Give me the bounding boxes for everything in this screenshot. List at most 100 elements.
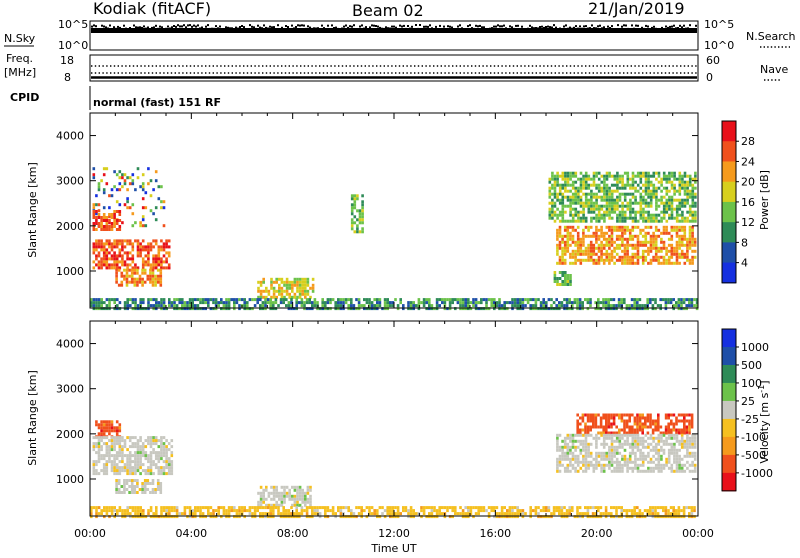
range-cell (682, 301, 686, 305)
range-cell (165, 509, 168, 513)
range-cell (269, 304, 272, 308)
range-cell (582, 219, 585, 223)
range-cell (160, 436, 163, 440)
range-cell (602, 301, 605, 305)
range-cell (582, 237, 585, 241)
xtick-label: 00:00 (74, 527, 106, 540)
range-cell (149, 472, 153, 476)
range-cell (121, 173, 124, 177)
range-cell (686, 249, 689, 253)
range-cell (675, 228, 679, 232)
range-cell (574, 207, 578, 211)
range-cell (305, 307, 309, 311)
range-cell (608, 246, 611, 250)
range-cell (123, 463, 127, 467)
range-cell (677, 419, 681, 423)
range-cell (261, 307, 265, 311)
range-cell (141, 266, 145, 270)
range-cell (243, 506, 246, 510)
range-cell (162, 466, 166, 470)
range-cell (613, 255, 616, 259)
range-cell (547, 509, 551, 513)
range-cell (670, 210, 674, 214)
range-cell (647, 261, 650, 265)
range-cell (683, 463, 687, 467)
range-cell (521, 512, 525, 516)
range-cell (100, 263, 103, 267)
range-cell (686, 451, 689, 455)
range-cell (316, 509, 319, 513)
range-cell (597, 413, 600, 417)
range-cell (654, 228, 658, 232)
range-cell (582, 252, 585, 256)
range-cell (298, 301, 301, 305)
range-cell (227, 506, 231, 510)
range-cell (92, 307, 96, 311)
range-cell (595, 201, 598, 205)
range-cell (633, 431, 637, 435)
range-cell (589, 225, 593, 229)
range-cell (113, 457, 116, 461)
range-cell (564, 204, 567, 208)
range-cell (652, 448, 655, 452)
range-cell (660, 469, 663, 473)
range-cell (183, 509, 187, 513)
range-cell (685, 506, 688, 510)
range-cell (144, 260, 148, 264)
range-cell (561, 457, 564, 461)
range-cell (564, 283, 567, 286)
range-cell (602, 428, 605, 432)
range-cell (126, 239, 129, 243)
range-cell (618, 177, 622, 181)
range-cell (587, 234, 590, 238)
range-cell (589, 451, 593, 455)
range-cell (154, 457, 158, 461)
range-cell (563, 451, 567, 455)
range-cell (121, 515, 124, 519)
range-cell (566, 433, 570, 437)
range-cell (680, 298, 683, 302)
range-cell (592, 171, 596, 175)
range-cell (165, 451, 168, 455)
range-cell (636, 249, 640, 253)
range-cell (686, 436, 689, 440)
range-cell (300, 512, 304, 516)
range-cell (537, 515, 540, 519)
range-cell (649, 261, 653, 265)
range-cell (668, 171, 671, 175)
range-cell (110, 439, 114, 443)
range-cell (280, 494, 284, 498)
range-cell (365, 515, 369, 519)
range-cell (608, 448, 611, 452)
range-cell (631, 201, 635, 205)
range-cell (657, 246, 661, 250)
range-cell (633, 428, 637, 432)
range-cell (253, 304, 257, 308)
range-cell (649, 422, 652, 426)
range-cell (262, 500, 265, 504)
range-cell (657, 451, 661, 455)
range-cell (278, 292, 281, 296)
range-cell (605, 413, 608, 417)
range-cell (652, 246, 655, 250)
range-cell (678, 228, 681, 232)
nsky-point (143, 25, 145, 28)
range-cell (644, 219, 648, 223)
range-cell (134, 445, 137, 449)
range-cell (136, 482, 139, 485)
range-cell (207, 298, 210, 302)
range-cell (638, 512, 642, 516)
range-cell (654, 428, 657, 432)
range-cell (670, 422, 673, 426)
range-cell (621, 454, 624, 458)
range-cell (673, 460, 676, 464)
range-cell (159, 280, 163, 284)
range-cell (680, 469, 684, 473)
range-cell (433, 515, 436, 519)
range-cell (301, 292, 304, 296)
range-cell (143, 268, 147, 272)
nsky-point (243, 26, 245, 29)
range-cell (97, 460, 101, 464)
range-cell (610, 436, 614, 440)
range-cell (649, 469, 653, 473)
